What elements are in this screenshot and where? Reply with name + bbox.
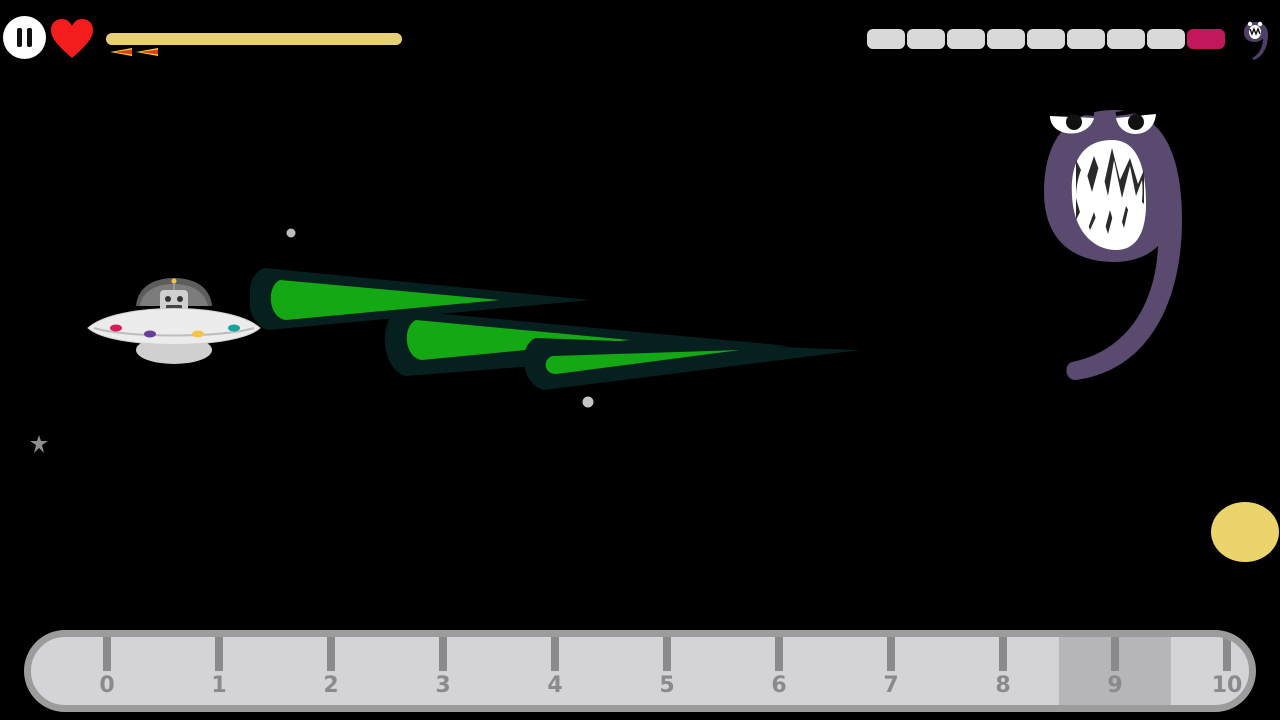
laser-beam bbox=[250, 268, 590, 330]
tick-label: 8 bbox=[995, 673, 1011, 698]
boss-health-segment bbox=[1147, 29, 1185, 49]
player-ufo bbox=[87, 278, 261, 364]
number-line-tick[interactable]: 0 bbox=[51, 637, 163, 705]
tick-mark bbox=[999, 637, 1007, 671]
number-line-tick[interactable]: 8 bbox=[947, 637, 1059, 705]
nine-monster-icon bbox=[1244, 21, 1268, 60]
tick-mark bbox=[551, 637, 559, 671]
number-nine-monster bbox=[1043, 106, 1182, 380]
tick-mark bbox=[1111, 637, 1119, 671]
number-line-tick[interactable]: 5 bbox=[611, 637, 723, 705]
heart-icon bbox=[51, 19, 93, 58]
tick-mark bbox=[327, 637, 335, 671]
tick-label: 10 bbox=[1211, 673, 1243, 698]
boss-health-segment bbox=[1067, 29, 1105, 49]
tick-label: 1 bbox=[211, 673, 227, 698]
number-line-tick[interactable]: 10 bbox=[1171, 637, 1249, 705]
number-line-tick[interactable]: 1 bbox=[163, 637, 275, 705]
rocket-icon bbox=[136, 48, 158, 56]
boss-health-segment bbox=[1187, 29, 1225, 49]
tick-mark bbox=[887, 637, 895, 671]
tick-label: 0 bbox=[99, 673, 115, 698]
tick-mark bbox=[103, 637, 111, 671]
star bbox=[286, 228, 296, 238]
boss-health-segment bbox=[947, 29, 985, 49]
number-line-tick[interactable]: 2 bbox=[275, 637, 387, 705]
laser-beams bbox=[250, 268, 860, 390]
star bbox=[582, 396, 594, 408]
boss-health-segment bbox=[1107, 29, 1145, 49]
tick-mark bbox=[663, 637, 671, 671]
tick-mark bbox=[775, 637, 783, 671]
pause-button[interactable] bbox=[3, 16, 46, 59]
health-bar bbox=[106, 33, 402, 45]
number-line-tick[interactable]: 7 bbox=[835, 637, 947, 705]
rocket-icon bbox=[110, 48, 132, 56]
tick-label: 4 bbox=[547, 673, 563, 698]
tick-label: 3 bbox=[435, 673, 451, 698]
number-line-tick[interactable]: 4 bbox=[499, 637, 611, 705]
boss-health-segment bbox=[987, 29, 1025, 49]
boss-health-bar bbox=[867, 29, 1225, 49]
number-line-tick[interactable]: 3 bbox=[387, 637, 499, 705]
tick-label: 5 bbox=[659, 673, 675, 698]
boss-health-segment bbox=[907, 29, 945, 49]
tick-mark bbox=[439, 637, 447, 671]
number-line: 0 1 2 3 4 5 6 7 8 9 10 bbox=[24, 630, 1256, 712]
number-line-tick[interactable]: 9 bbox=[1059, 637, 1171, 705]
rocket-ammo bbox=[110, 48, 158, 56]
number-line-tick[interactable]: 6 bbox=[723, 637, 835, 705]
tick-label: 9 bbox=[1107, 673, 1123, 698]
tick-label: 7 bbox=[883, 673, 899, 698]
tick-mark bbox=[1223, 637, 1231, 671]
gold-coin[interactable] bbox=[1211, 502, 1279, 562]
health-bar-fill bbox=[106, 33, 402, 45]
tick-label: 6 bbox=[771, 673, 787, 698]
pause-icon bbox=[17, 28, 22, 47]
star bbox=[30, 435, 48, 453]
boss-health-segment bbox=[1027, 29, 1065, 49]
tick-mark bbox=[215, 637, 223, 671]
tick-label: 2 bbox=[323, 673, 339, 698]
laser-beam bbox=[524, 338, 860, 390]
boss-health-segment bbox=[867, 29, 905, 49]
